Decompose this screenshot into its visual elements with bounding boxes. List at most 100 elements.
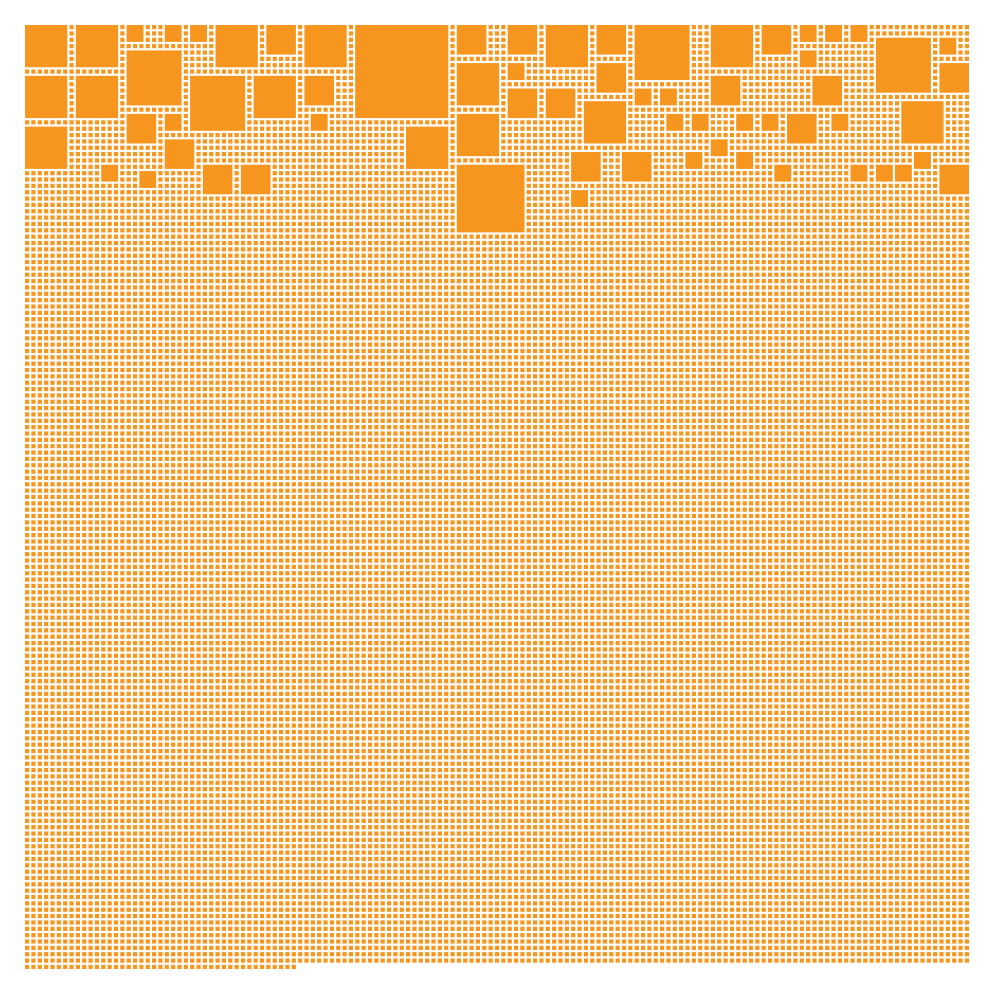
small-square [647,127,651,131]
small-square [952,25,956,29]
small-square [876,120,880,124]
small-square [546,133,550,137]
small-square [857,95,861,99]
small-square [730,127,734,131]
small-square [539,69,543,73]
small-square [882,158,886,162]
small-square [82,158,86,162]
small-square [762,108,766,112]
small-square [69,133,73,137]
small-square [851,57,855,61]
small-square [793,57,797,61]
small-square [546,152,550,156]
small-square [901,152,905,156]
small-square [806,76,810,80]
large-square [939,165,969,195]
small-square [254,152,258,156]
small-square [476,108,480,112]
small-square [793,69,797,73]
small-square [146,108,150,112]
small-square [120,146,124,150]
small-square [857,133,861,137]
small-square [165,108,169,112]
small-square [654,158,658,162]
small-square [851,158,855,162]
small-square [190,44,194,48]
small-square [158,120,162,124]
small-square [965,95,969,99]
small-square [946,101,950,105]
small-square [749,82,753,86]
small-square [952,127,956,131]
small-square [635,139,639,143]
small-square [120,82,124,86]
small-square [216,152,220,156]
small-square [260,44,264,48]
small-square [349,25,353,29]
small-square [863,146,867,150]
small-square [539,133,543,137]
small-square [539,25,543,29]
small-square [882,146,886,150]
small-square [717,114,721,118]
small-square [336,146,340,150]
small-square [69,152,73,156]
small-square [387,133,391,137]
small-square [870,50,874,54]
small-square [800,146,804,150]
small-square [781,69,785,73]
small-square [501,146,505,150]
small-square [641,114,645,118]
small-square [196,165,200,169]
small-square [82,127,86,131]
small-square [120,95,124,99]
small-square [724,120,728,124]
small-square [698,139,702,143]
small-square [590,57,594,61]
small-square [838,139,842,143]
small-square [235,158,239,162]
large-square [190,76,245,131]
small-square [501,69,505,73]
small-square [628,146,632,150]
small-square [196,133,200,137]
small-square [539,152,543,156]
small-square [349,69,353,73]
small-square [812,152,816,156]
small-square [304,127,308,131]
small-square [952,57,956,61]
small-square [558,127,562,131]
small-square [317,158,321,162]
small-square [527,152,531,156]
small-square [851,120,855,124]
small-square [755,146,759,150]
small-square [825,133,829,137]
small-square [539,114,543,118]
small-square [755,89,759,93]
small-square [679,101,683,105]
small-square [209,146,213,150]
small-square [806,158,810,162]
small-square [692,139,696,143]
small-square [831,158,835,162]
large-square [660,89,677,106]
small-square [533,69,537,73]
small-square [724,69,728,73]
small-square [552,133,556,137]
small-square [69,44,73,48]
small-square [584,89,588,93]
small-square [89,133,93,137]
small-square [108,146,112,150]
small-square [793,44,797,48]
small-square [844,158,848,162]
small-square [260,31,264,35]
small-square [260,25,264,29]
small-square [362,146,366,150]
small-square [514,158,518,162]
small-square [628,108,632,112]
small-square [120,69,124,73]
small-square [863,101,867,105]
small-square [89,146,93,150]
small-square [565,152,569,156]
small-square [635,114,639,118]
